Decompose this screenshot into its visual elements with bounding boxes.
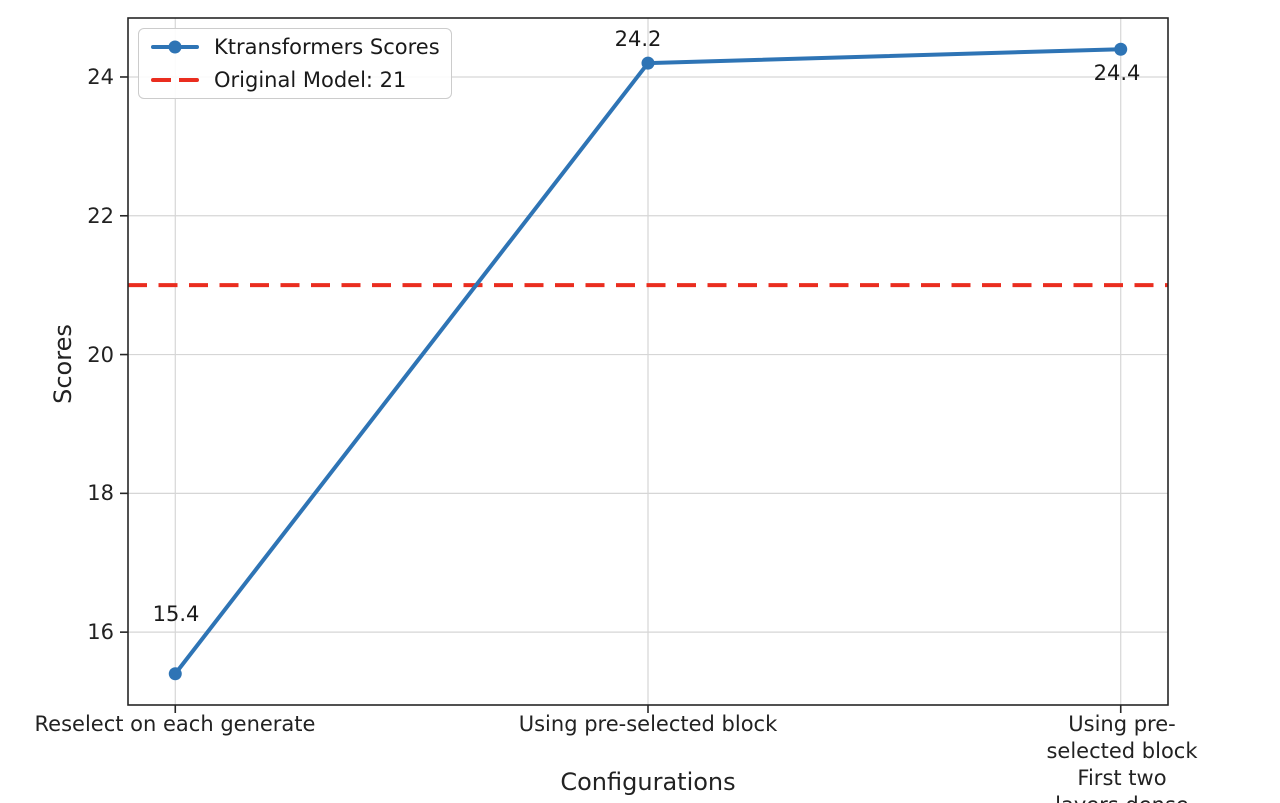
legend: Ktransformers Scores Original Model: 21 — [138, 28, 452, 99]
dashed-line-swatch-icon — [151, 73, 199, 88]
legend-item-reference: Original Model: 21 — [151, 67, 451, 94]
y-tick-label: 16 — [87, 620, 114, 644]
legend-label: Ktransformers Scores — [214, 35, 440, 59]
y-axis-title: Scores — [49, 324, 77, 404]
series-line-swatch-icon — [151, 40, 199, 55]
x-tick-label: Using pre-selected block — [518, 712, 778, 736]
x-tick-label: Using pre-selected block First two layer… — [1046, 712, 1198, 803]
y-tick-label: 20 — [87, 343, 114, 367]
data-label: 15.4 — [152, 602, 200, 626]
data-label: 24.4 — [1093, 61, 1141, 85]
x-tick-label: Reselect on each generate — [34, 712, 316, 736]
legend-item-series: Ktransformers Scores — [151, 34, 451, 61]
y-tick-label: 24 — [87, 65, 114, 89]
legend-label: Original Model: 21 — [214, 68, 407, 92]
x-axis-title: Configurations — [560, 768, 736, 796]
y-tick-label: 22 — [87, 204, 114, 228]
data-label: 24.2 — [614, 27, 662, 51]
y-tick-label: 18 — [87, 481, 114, 505]
